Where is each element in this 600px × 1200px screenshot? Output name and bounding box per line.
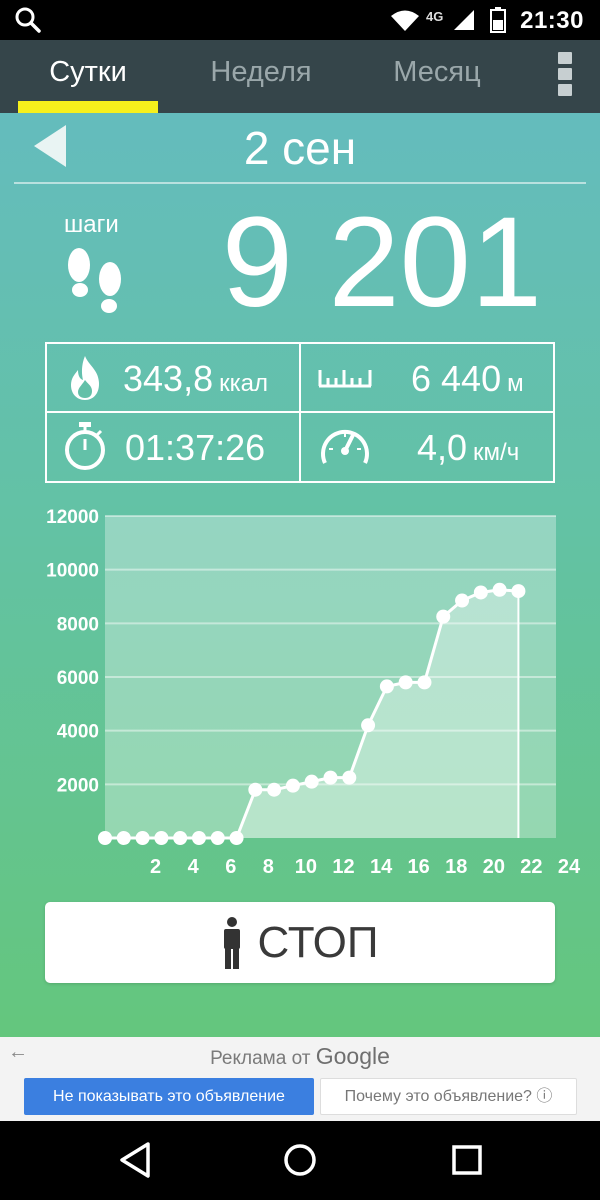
active-tab-indicator [18,101,158,113]
y-tick-label: 8000 [57,614,99,635]
x-tick-label: 6 [225,856,236,878]
stats-grid: 343,8 ккал 6 440 м [45,342,555,483]
battery-icon [490,7,506,33]
duration-value: 01:37:26 [125,427,266,468]
ruler-icon [318,370,372,388]
chart-point [492,582,507,597]
tab-month-label: Месяц [393,56,481,88]
steps-label: шаги [64,211,119,238]
back-nav-icon[interactable] [118,1141,152,1179]
chart-point [304,774,319,789]
signal-icon [454,10,474,30]
steps-count: 9 201 [221,191,542,334]
duration-cell: 01:37:26 [47,413,299,481]
fire-icon [71,356,99,400]
x-tick-label: 10 [295,856,317,878]
chart-point [135,831,150,845]
why-this-ad-button[interactable]: Почему это объявление? ⓘ [320,1078,577,1115]
period-tabs: Сутки Неделя Месяц [0,40,600,113]
x-tick-label: 12 [332,856,354,878]
main-content: 2 сен шаги 9 201 343,8 ккал [0,113,600,1037]
chart-point [455,593,470,608]
tab-month[interactable]: Месяц [368,40,506,113]
hide-ad-button[interactable]: Не показывать это объявление [24,1078,314,1115]
chart-area-fill [105,589,519,838]
date-title: 2 сен [243,122,357,174]
status-bar: 4G 21:30 [0,0,600,40]
y-tick-label: 4000 [57,722,99,743]
chart-point [267,782,282,797]
x-tick-label: 22 [520,856,542,878]
x-tick-label: 24 [558,856,581,878]
ad-title-prefix: Реклама от [210,1048,311,1069]
stop-button[interactable]: СТОП [45,902,555,983]
chart-point [229,831,244,845]
y-tick-label: 10000 [46,561,99,582]
x-tick-label: 18 [445,856,467,878]
speed-value: 4,0 [417,427,468,468]
chart-point [436,609,451,624]
y-tick-label: 2000 [57,775,99,796]
navigation-bar [0,1121,600,1200]
speed-unit: км/ч [473,439,520,466]
distance-value: 6 440 [411,358,502,399]
x-tick-label: 8 [263,856,274,878]
speedometer-icon [321,429,369,464]
divider [14,182,586,184]
x-tick-label: 20 [483,856,505,878]
x-tick-label: 14 [370,856,393,878]
calories-cell: 343,8 ккал [47,344,299,412]
chart-point [417,675,432,690]
chart-point [248,782,263,797]
chart-point [285,778,300,793]
ad-banner: ← Реклама от Google Не показывать это об… [0,1037,600,1121]
chart-point [173,831,188,845]
stop-button-label: СТОП [257,917,379,967]
chart-point [191,831,206,845]
chart-point [210,831,225,845]
calories-unit: ккал [219,370,268,397]
tab-day-label: Сутки [49,56,127,88]
chart-point [342,770,357,785]
walking-person-icon [224,916,241,969]
ad-back-arrow-icon[interactable]: ← [8,1041,28,1063]
chart-point [98,831,112,845]
tab-week-label: Неделя [210,56,312,88]
y-tick-label: 6000 [57,668,99,689]
clock: 21:30 [520,7,584,34]
chart-point [398,675,413,690]
ad-title: Реклама от Google [0,1043,600,1070]
calories-value: 343,8 [123,358,214,399]
stopwatch-icon [65,422,105,470]
chart-point [473,585,488,600]
x-tick-label: 2 [150,856,161,878]
network-type: 4G [426,9,444,24]
distance-cell: 6 440 м [301,344,553,412]
chart-point [379,679,394,694]
google-logo: Google [315,1043,390,1069]
wifi-icon [391,10,419,31]
chart-point [361,718,376,733]
search-icon[interactable] [14,6,42,34]
tab-day[interactable]: Сутки [18,40,158,113]
chart-point [323,770,338,785]
distance-unit: м [507,370,524,397]
x-tick-label: 16 [408,856,430,878]
x-tick-label: 4 [188,856,200,878]
chart-point [116,831,131,845]
footprints-icon [68,248,121,313]
y-tick-label: 12000 [46,507,99,528]
tab-week[interactable]: Неделя [190,40,332,113]
home-nav-icon[interactable] [283,1143,317,1177]
chart-point [511,584,526,599]
overflow-menu-icon[interactable] [558,52,574,96]
recents-nav-icon[interactable] [452,1145,482,1175]
chart-point [154,831,169,845]
speed-cell: 4,0 км/ч [301,413,553,481]
previous-day-button[interactable] [34,125,66,167]
steps-chart: 2000 4000 6000 8000 10000 12000 2 4 6 8 10 12 14 16 18… [0,500,600,890]
